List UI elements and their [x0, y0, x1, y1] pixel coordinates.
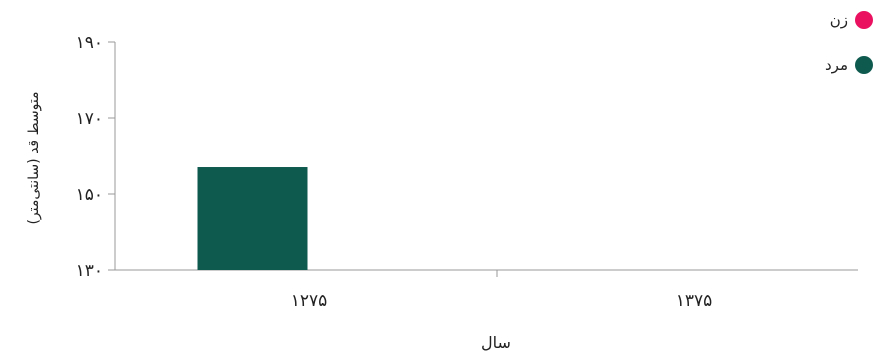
legend-label: زن	[830, 11, 848, 29]
y-tick-label: ۱۳۰	[76, 261, 103, 281]
y-axis-label: متوسط قد (سانتی‌متر)	[26, 91, 42, 224]
y-tick-label: ۱۵۰	[76, 185, 103, 205]
legend-label: مرد	[825, 56, 848, 74]
legend-swatch	[855, 56, 873, 74]
bars	[197, 167, 308, 270]
y-tick-label: ۱۹۰	[76, 33, 103, 53]
x-axis-label: سال	[481, 333, 511, 352]
bar	[197, 167, 308, 270]
legend-swatch	[855, 11, 873, 29]
legend: زن مرد	[825, 11, 873, 74]
tick-labels: ۱۳۰ ۱۵۰ ۱۷۰ ۱۹۰ ۱۲۷۵ ۱۳۷۵	[76, 33, 713, 311]
x-tick-label: ۱۲۷۵	[291, 291, 328, 311]
y-tick-label: ۱۷۰	[76, 109, 103, 129]
x-tick-label: ۱۳۷۵	[676, 291, 713, 311]
